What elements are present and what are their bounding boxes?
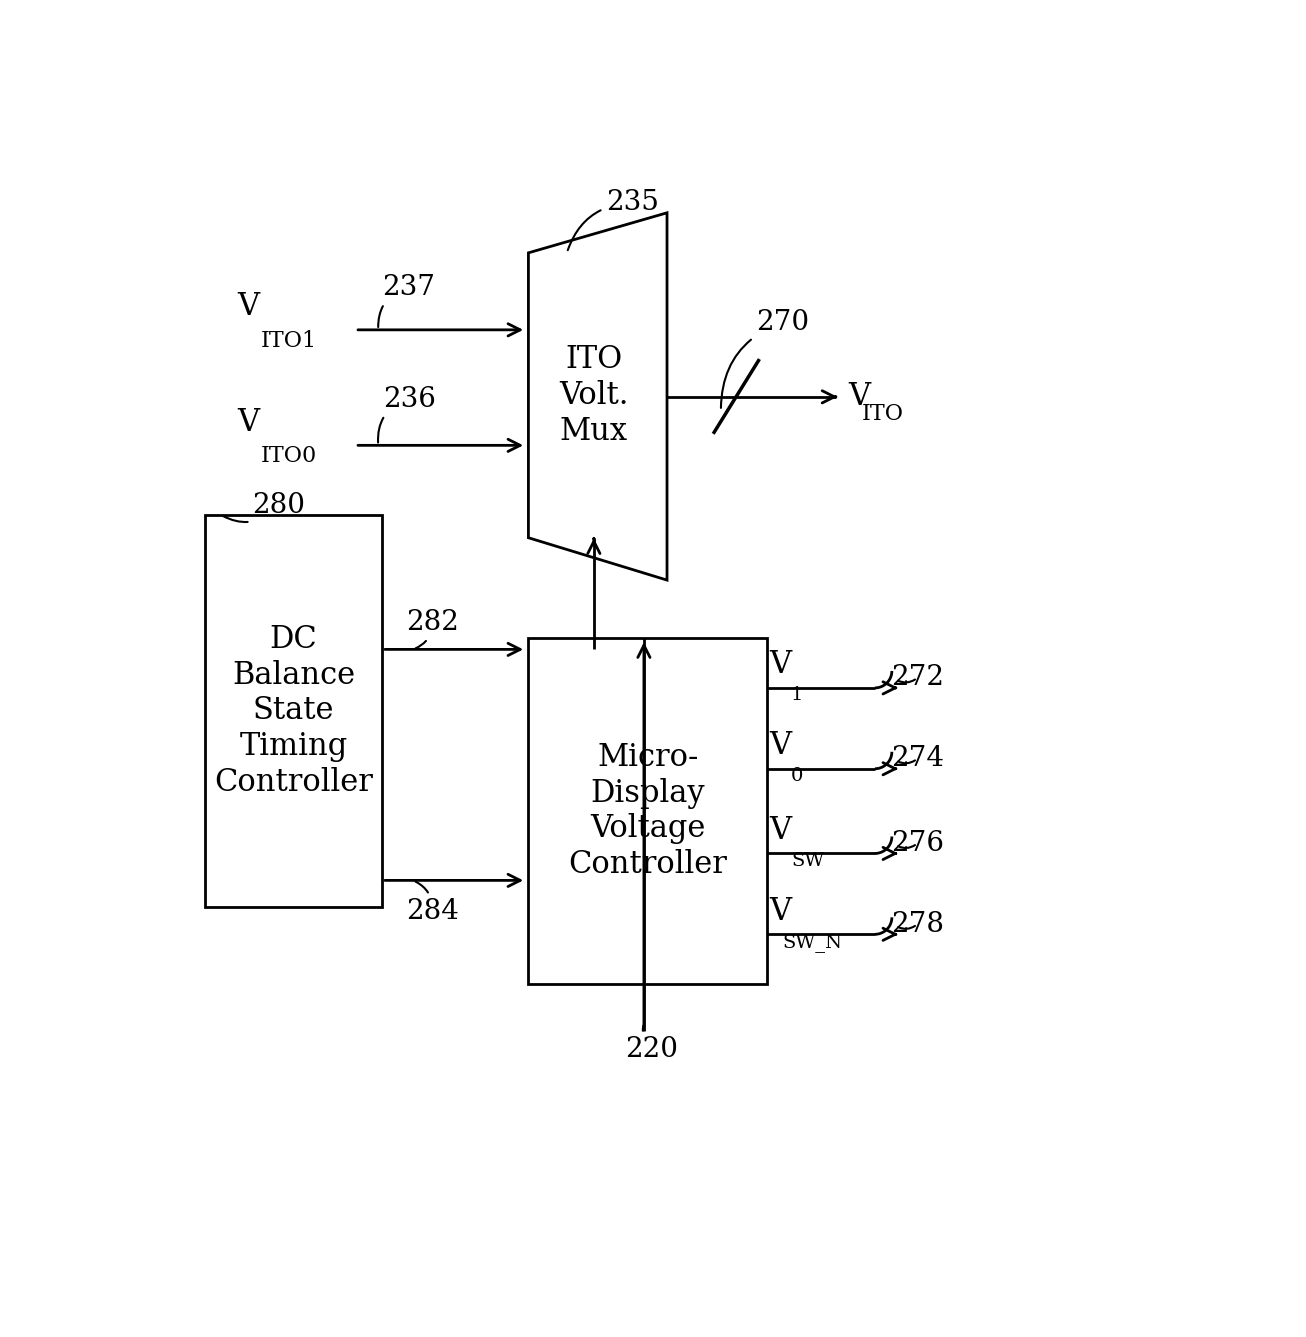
Text: SW: SW bbox=[791, 852, 824, 870]
Text: 1: 1 bbox=[791, 686, 803, 705]
Text: V: V bbox=[236, 291, 259, 322]
Text: DC
Balance
State
Timing
Controller: DC Balance State Timing Controller bbox=[214, 624, 374, 798]
Text: 237: 237 bbox=[379, 274, 436, 328]
Text: V: V bbox=[769, 730, 791, 761]
Text: 280: 280 bbox=[223, 492, 304, 521]
Text: V: V bbox=[769, 650, 791, 681]
Text: ITO
Volt.
Mux: ITO Volt. Mux bbox=[559, 344, 628, 447]
Text: 276: 276 bbox=[891, 830, 944, 857]
Text: 284: 284 bbox=[406, 881, 458, 925]
Text: 272: 272 bbox=[891, 664, 944, 691]
Text: 0: 0 bbox=[791, 767, 803, 785]
Text: V: V bbox=[769, 814, 791, 846]
Text: ITO: ITO bbox=[862, 402, 904, 425]
Text: 270: 270 bbox=[721, 309, 810, 408]
Text: 235: 235 bbox=[568, 190, 658, 250]
Text: ITO0: ITO0 bbox=[260, 445, 317, 468]
Text: 220: 220 bbox=[626, 1025, 678, 1063]
Text: 236: 236 bbox=[377, 385, 435, 443]
Bar bbox=[529, 638, 767, 984]
Text: SW_N: SW_N bbox=[782, 933, 842, 952]
Text: Micro-
Display
Voltage
Controller: Micro- Display Voltage Controller bbox=[568, 742, 727, 880]
Text: 282: 282 bbox=[406, 608, 458, 648]
Text: ITO1: ITO1 bbox=[260, 330, 316, 352]
Bar bbox=[205, 515, 383, 908]
Text: V: V bbox=[848, 381, 870, 412]
Text: V: V bbox=[236, 406, 259, 437]
Text: 274: 274 bbox=[891, 745, 944, 773]
Text: 278: 278 bbox=[891, 910, 944, 937]
Polygon shape bbox=[529, 213, 667, 580]
Text: V: V bbox=[769, 896, 791, 927]
